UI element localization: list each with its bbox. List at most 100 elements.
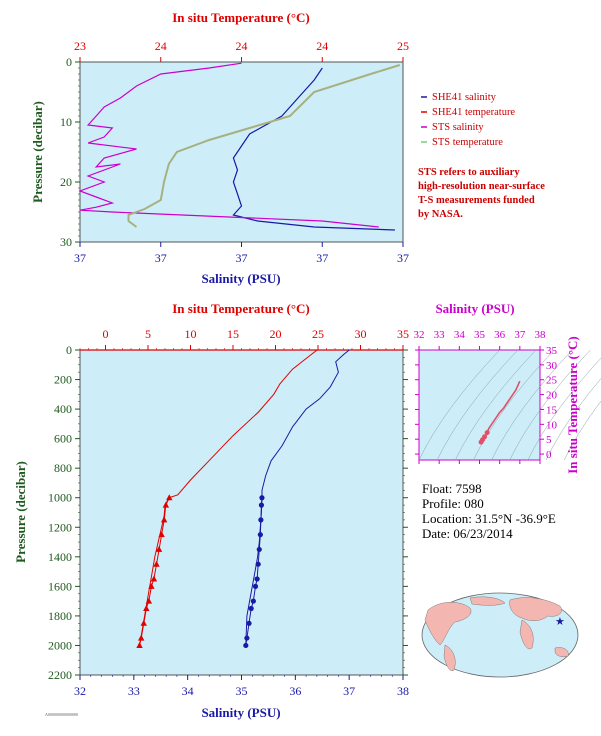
top-temp-tick-label: 23 [74, 39, 86, 53]
main-pres-tick-label: 1200 [48, 520, 72, 534]
temperature-bottle-marker [162, 501, 170, 508]
main-pres-tick-label: 400 [54, 402, 72, 416]
salinity-bottle-marker [246, 620, 252, 626]
info-location: Location: 31.5°N -36.9°E [422, 511, 556, 526]
inset-sal-tick-label: 33 [434, 329, 446, 341]
top-temp-tick-label: 24 [155, 39, 167, 53]
note-line-4: by NASA. [418, 209, 463, 220]
main-sal-tick-label: 32 [74, 684, 86, 698]
top-sal-tick-label: 37 [397, 251, 409, 265]
density-contour [527, 357, 601, 461]
main-sal-tick-label: 34 [182, 684, 194, 698]
top-sal-tick-label: 37 [236, 251, 248, 265]
temperature-bottle-marker [145, 597, 153, 604]
sts-note: STS refers to auxiliary high-resolution … [418, 167, 545, 220]
top-pres-tick-label: 0 [66, 55, 72, 69]
salinity-bottle-marker [250, 598, 256, 604]
inset-temp-tick-label: 0 [546, 449, 552, 461]
legend-sts-salinity: STS salinity [432, 122, 484, 133]
inset-temp-tick-label: 35 [546, 345, 558, 357]
inset-sal-tick-label: 36 [494, 329, 506, 341]
main-pres-tick-label: 2000 [48, 638, 72, 652]
salinity-bottle-marker [254, 576, 260, 582]
top-panel: In situ Temperature (°C) Salinity (PSU) … [30, 10, 409, 286]
density-contour [563, 400, 601, 461]
top-temp-tick-label: 24 [236, 39, 248, 53]
temperature-bottle-marker [166, 494, 173, 501]
top-series-she41-salinity [232, 67, 395, 231]
main-pres-tick-label: 200 [54, 373, 72, 387]
legend: SHE41 salinity SHE41 temperature STS sal… [421, 92, 515, 148]
top-bottom-axis-label: Salinity (PSU) [201, 271, 280, 286]
main-pres-tick-label: 1400 [48, 550, 72, 564]
top-series-sts-temperature [127, 64, 401, 228]
salinity-bottle-marker [252, 583, 259, 589]
temperature-bottle-marker [136, 641, 143, 648]
top-sal-tick-label: 37 [155, 251, 167, 265]
info-profile: Profile: 080 [422, 496, 484, 511]
world-map: ★ [421, 592, 579, 678]
legend-she41-salinity: SHE41 salinity [432, 92, 497, 103]
density-contour [509, 349, 591, 461]
salinity-bottle-marker [244, 635, 250, 641]
inset-temp-tick-label: 20 [546, 390, 558, 402]
inset-ts-point [482, 434, 488, 440]
density-contour [491, 349, 573, 461]
note-line-3: T-S measurements funded [418, 195, 535, 206]
density-contour [418, 349, 500, 461]
inset-temp-tick-label: 15 [546, 404, 558, 416]
inset-sal-tick-label: 37 [514, 329, 526, 341]
inset-sal-tick-label: 38 [535, 329, 547, 341]
main-pres-tick-label: 0 [66, 343, 72, 357]
main-pres-tick-label: 800 [54, 461, 72, 475]
main-temp-tick-label: 20 [270, 327, 282, 341]
salinity-bottle-marker [255, 561, 261, 567]
temperature-bottle-marker [138, 634, 145, 641]
temperature-bottle-marker [148, 582, 155, 589]
top-sal-tick-label: 37 [74, 251, 86, 265]
inset-ts-point [484, 430, 490, 436]
main-temp-tick-label: 15 [227, 327, 239, 341]
main-plot-area [79, 349, 404, 676]
float-location-star-icon: ★ [555, 616, 565, 628]
temperature-bottle-marker [153, 560, 160, 567]
info-float: Float: 7598 [422, 481, 482, 496]
top-sal-tick-label: 37 [316, 251, 328, 265]
temperature-bottle-marker [158, 531, 165, 538]
main-pres-tick-label: 1000 [48, 491, 72, 505]
main-pres-tick-label: 1600 [48, 579, 72, 593]
main-temp-tick-label: 5 [145, 327, 151, 341]
salinity-bottle-marker [259, 495, 265, 501]
top-left-axis-label: Pressure (decibar) [30, 101, 45, 203]
top-pres-tick-label: 30 [60, 235, 72, 249]
inset-temp-tick-label: 25 [546, 375, 558, 387]
top-temp-tick-label: 25 [397, 39, 409, 53]
map-continents [424, 596, 569, 671]
inset-sal-tick-label: 32 [414, 329, 425, 341]
salinity-bottle-marker [248, 605, 254, 612]
inset-sal-tick-label: 34 [454, 329, 466, 341]
temperature-bottle-marker [140, 619, 147, 626]
main-temp-tick-label: 0 [103, 327, 109, 341]
legend-sts-temperature: STS temperature [432, 137, 503, 148]
main-sal-tick-label: 33 [128, 684, 140, 698]
temperature-bottle-marker [143, 605, 150, 612]
top-series-sts-salinity [78, 62, 379, 228]
footnote: A000000000000000 [45, 712, 78, 717]
inset-sal-tick-label: 35 [474, 329, 486, 341]
salinity-bottle-marker [258, 502, 265, 508]
legend-she41-temperature: SHE41 temperature [432, 107, 515, 118]
temperature-bottle-marker [150, 575, 158, 582]
main-series-salinity [245, 349, 350, 646]
main-sal-tick-label: 36 [289, 684, 301, 698]
main-pres-tick-label: 1800 [48, 609, 72, 623]
main-sal-tick-label: 35 [236, 684, 248, 698]
main-temp-tick-label: 25 [312, 327, 324, 341]
info-date: Date: 06/23/2014 [422, 526, 513, 541]
main-sal-tick-label: 37 [343, 684, 355, 698]
inset-right-axis-label: In situ Temperature (°C) [565, 336, 580, 474]
top-temp-tick-label: 24 [316, 39, 328, 53]
main-panel: In situ Temperature (°C) Salinity (PSU) … [13, 301, 409, 720]
main-bottom-axis-label: Salinity (PSU) [201, 705, 280, 720]
